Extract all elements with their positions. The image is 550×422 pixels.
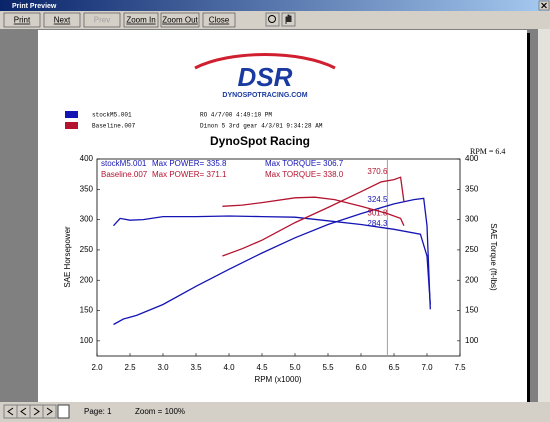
y-tick-label: 250 <box>80 245 94 254</box>
power-line <box>222 176 405 257</box>
run-swatch <box>65 122 78 129</box>
logo-sub: DYNOSPOTRACING.COM <box>222 92 307 99</box>
status-bar <box>0 402 550 422</box>
y-tick-label: 400 <box>80 154 94 163</box>
page-icon[interactable] <box>57 404 70 419</box>
run-info: RO 4/7/00 4:49:10 PM <box>200 112 272 119</box>
legend-max-power: Max POWER= 335.8 <box>152 159 227 168</box>
x-tick-label: 6.0 <box>355 363 367 372</box>
toolbar-button-label: Prev <box>94 16 110 25</box>
toolbar-button-label: Next <box>54 16 71 25</box>
run-name: Baseline.007 <box>92 123 136 130</box>
toolbar-button[interactable] <box>160 12 200 28</box>
chart-title: DynoSpot Racing <box>210 134 310 148</box>
first-page-button[interactable] <box>3 404 18 419</box>
y2-tick-label: 100 <box>465 336 479 345</box>
toolbar-button <box>83 12 121 28</box>
window-title: Print Preview <box>12 3 57 10</box>
torque-line <box>222 196 405 226</box>
cursor-reading: 301.8 <box>367 209 388 218</box>
run-name: stockM5.001 <box>92 112 132 119</box>
x-tick-label: 2.5 <box>124 363 136 372</box>
run-info: Dinon 5 3rd gear 4/3/01 9:34:28 AM <box>200 123 323 130</box>
zoom-tool[interactable] <box>265 12 280 27</box>
y2-tick-label: 350 <box>465 184 479 193</box>
x-tick-label: 6.5 <box>388 363 400 372</box>
toolbar-button-label: Close <box>209 16 230 25</box>
toolbar-button[interactable] <box>123 12 159 28</box>
torque-line <box>113 215 431 305</box>
toolbar-button-label: Zoom Out <box>162 16 198 25</box>
prev-page-button[interactable] <box>16 404 31 419</box>
hand-tool[interactable] <box>281 12 296 27</box>
x-tick-label: 5.0 <box>289 363 301 372</box>
y2-tick-label: 400 <box>465 154 479 163</box>
scrollbar[interactable] <box>538 29 550 402</box>
paper <box>38 30 527 402</box>
x-tick-label: 7.5 <box>454 363 466 372</box>
y2-axis-label: SAE Torque (ft-lbs) <box>489 223 498 291</box>
x-tick-label: 4.0 <box>223 363 235 372</box>
zoom-icon <box>268 15 276 23</box>
close-icon <box>541 2 547 9</box>
y2-tick-label: 150 <box>465 306 479 315</box>
x-tick-label: 3.5 <box>190 363 202 372</box>
x-tick-label: 3.0 <box>157 363 169 372</box>
y-tick-label: 150 <box>80 306 94 315</box>
legend-max-torque: Max TORQUE= 306.7 <box>265 159 344 168</box>
x-tick-label: 7.0 <box>421 363 433 372</box>
y-axis-label: SAE Horsepower <box>63 226 72 288</box>
legend-name: stockM5.001 <box>101 159 147 168</box>
x-tick-label: 2.0 <box>91 363 103 372</box>
cursor-label: RPM = 6.4 <box>470 147 505 156</box>
last-page-button[interactable] <box>42 404 57 419</box>
x-axis-label: RPM (x1000) <box>254 375 301 384</box>
toolbar-button[interactable] <box>43 12 81 28</box>
legend-max-power: Max POWER= 371.1 <box>152 170 227 179</box>
logo: DSR <box>238 62 293 92</box>
toolbar-button[interactable] <box>3 12 41 28</box>
y2-tick-label: 200 <box>465 275 479 284</box>
y2-tick-label: 300 <box>465 215 479 224</box>
nav-arrows <box>7 407 53 416</box>
cursor-reading: 370.6 <box>367 167 388 176</box>
title-bar <box>0 0 550 11</box>
legend-name: Baseline.007 <box>101 170 148 179</box>
y-tick-label: 300 <box>80 215 94 224</box>
status-page: Page: 1 <box>84 407 112 416</box>
nav-buttons <box>3 404 70 419</box>
y-tick-label: 350 <box>80 184 94 193</box>
toolbar-button[interactable] <box>202 12 236 28</box>
status-zoom: Zoom = 100% <box>135 407 185 416</box>
x-tick-label: 5.5 <box>322 363 334 372</box>
run-swatch <box>65 111 78 118</box>
y-tick-label: 200 <box>80 275 94 284</box>
logo-swoosh <box>194 53 336 70</box>
next-page-button[interactable] <box>29 404 44 419</box>
plot-frame <box>96 158 461 357</box>
power-line <box>113 197 431 326</box>
toolbar-button-label: Zoom In <box>126 16 155 25</box>
y-tick-label: 100 <box>80 336 94 345</box>
cursor-reading: 284.3 <box>367 219 388 228</box>
toolbar-button-label: Print <box>14 16 31 25</box>
x-tick-label: 4.5 <box>256 363 268 372</box>
hand-icon <box>285 14 292 24</box>
cursor-reading: 324.5 <box>367 195 388 204</box>
y2-tick-label: 250 <box>465 245 479 254</box>
legend-max-torque: Max TORQUE= 338.0 <box>265 170 344 179</box>
